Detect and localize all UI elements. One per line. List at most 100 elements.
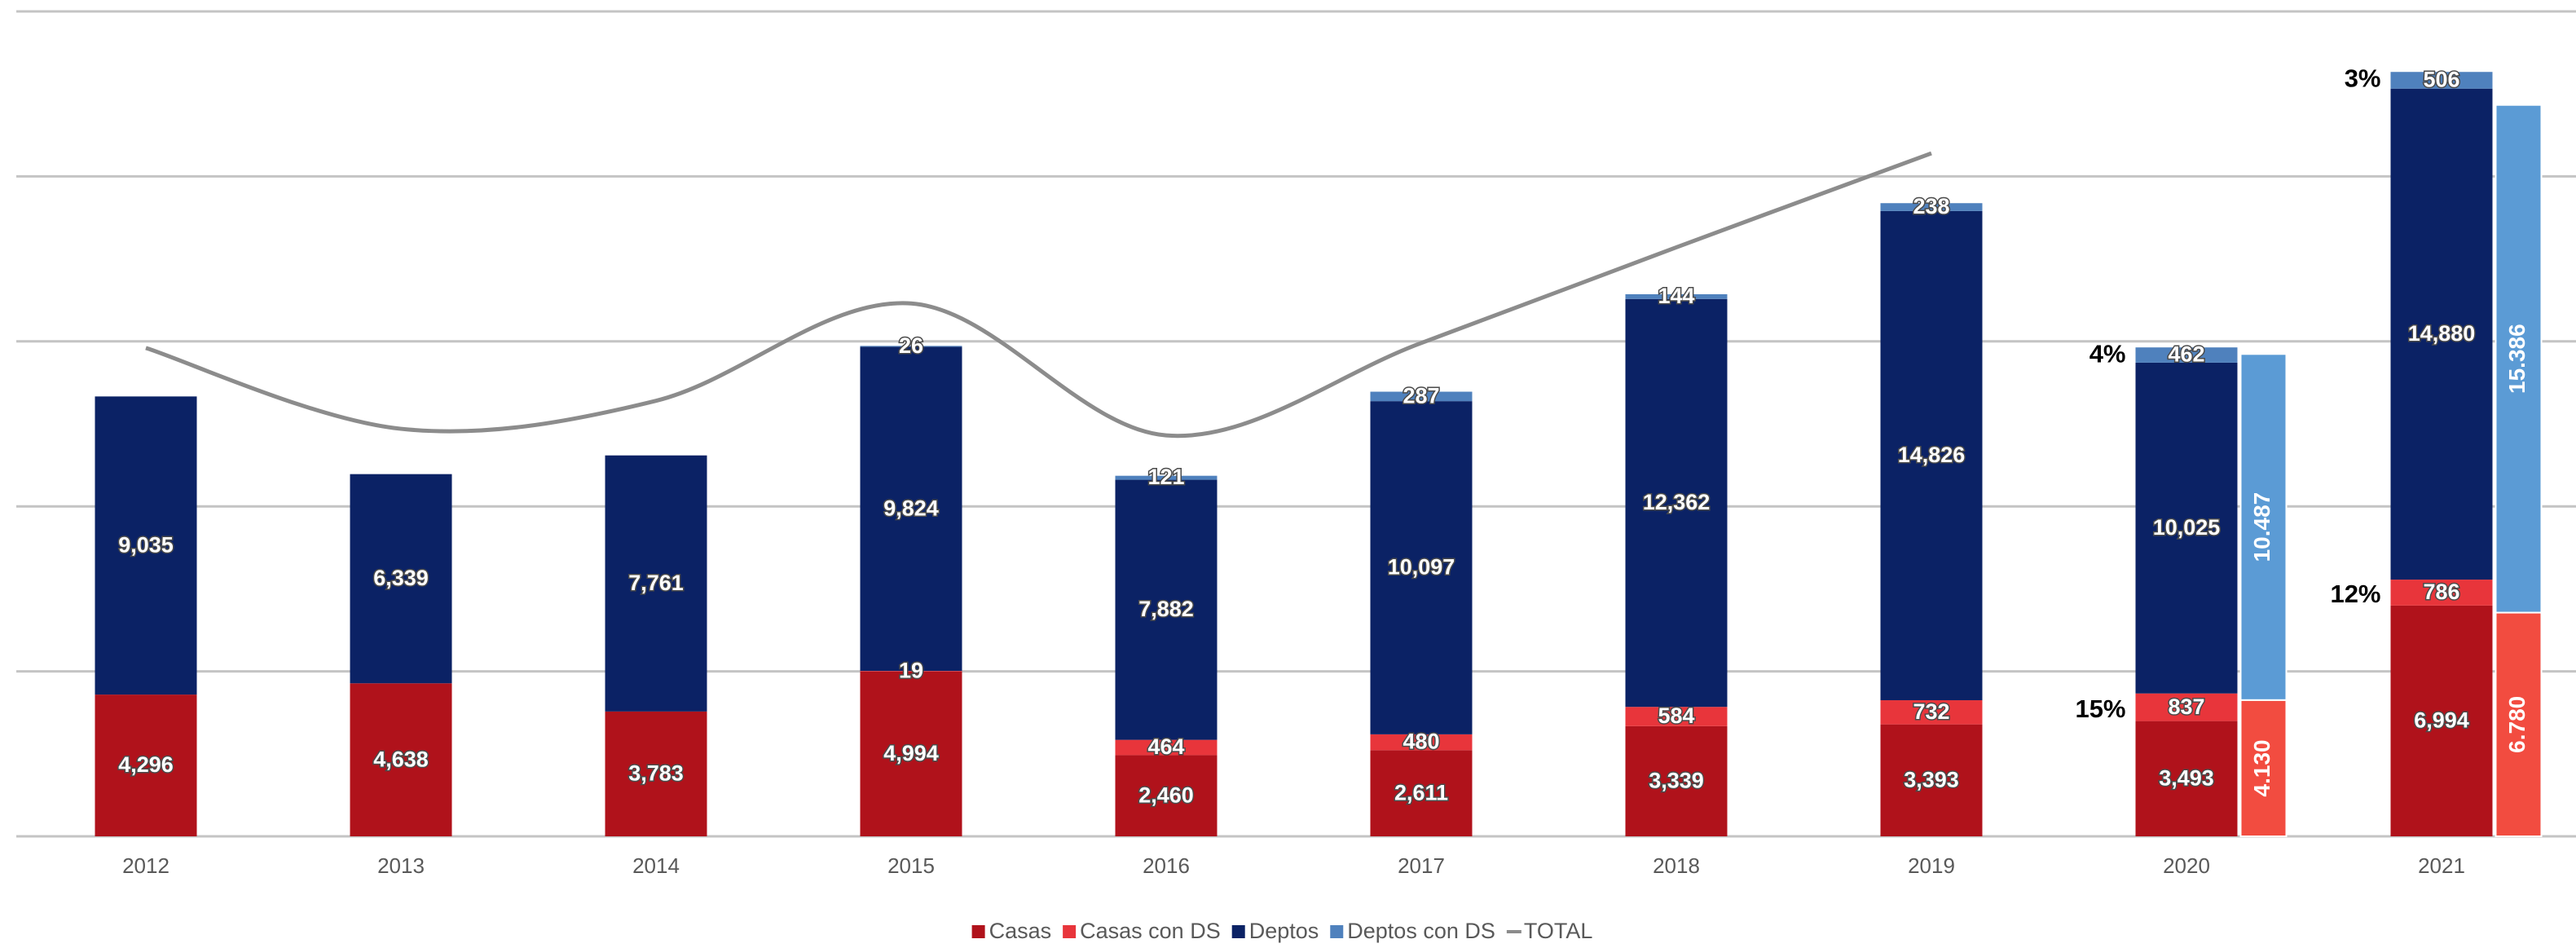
value-label: 4,638 bbox=[373, 747, 429, 771]
bar-segment bbox=[860, 671, 962, 836]
value-label: 26 bbox=[899, 333, 923, 358]
value-label: 2,611 bbox=[1394, 780, 1448, 805]
value-label: 6,994 bbox=[2414, 708, 2469, 733]
value-label: 464 bbox=[1147, 734, 1184, 759]
value-label: 238 bbox=[1913, 194, 1949, 218]
total-line bbox=[145, 151, 1932, 439]
legend-label: TOTAL bbox=[1524, 919, 1593, 943]
bar-segment bbox=[1880, 700, 1983, 725]
bar-segment bbox=[860, 671, 962, 672]
value-label: 6,339 bbox=[373, 566, 429, 590]
bar-segment bbox=[1370, 734, 1473, 751]
bar-segment bbox=[2390, 72, 2493, 89]
value-label: 506 bbox=[2423, 68, 2459, 92]
x-tick-label: 2015 bbox=[887, 853, 935, 878]
side-bar bbox=[2239, 699, 2288, 838]
bar-segment bbox=[2135, 347, 2238, 363]
value-label: 584 bbox=[1658, 703, 1694, 728]
value-label: 732 bbox=[1913, 699, 1949, 724]
value-label: 3,339 bbox=[1649, 769, 1704, 793]
bar-segment bbox=[1625, 707, 1728, 726]
value-label: 3,493 bbox=[2159, 765, 2214, 790]
value-label: 7,882 bbox=[1138, 597, 1194, 621]
x-tick-label: 2017 bbox=[1398, 853, 1445, 878]
bar-segment bbox=[2135, 693, 2238, 721]
legend-marker bbox=[971, 925, 985, 938]
x-tick-label: 2014 bbox=[632, 853, 680, 878]
value-label: 9,035 bbox=[118, 532, 174, 557]
value-label: 4,994 bbox=[883, 741, 939, 765]
bar-segment bbox=[1880, 724, 1983, 836]
bar-segment bbox=[2390, 580, 2493, 606]
share-label: 4% bbox=[2089, 339, 2126, 368]
share-label: 12% bbox=[2330, 580, 2380, 608]
bar-segment bbox=[2390, 88, 2493, 580]
value-label: 786 bbox=[2423, 580, 2459, 604]
bar-segment bbox=[605, 455, 707, 712]
x-tick-label: 2012 bbox=[122, 853, 170, 878]
bar-segment bbox=[1115, 755, 1218, 836]
share-label: 15% bbox=[2075, 694, 2125, 723]
value-label: 2,460 bbox=[1138, 783, 1194, 807]
value-label: 144 bbox=[1658, 284, 1694, 308]
bar-segment bbox=[350, 474, 452, 684]
legend-label: Deptos con DS bbox=[1347, 919, 1495, 943]
bar-segment bbox=[1625, 293, 1728, 299]
bar-segment bbox=[1625, 725, 1728, 836]
side-bar bbox=[2495, 104, 2543, 614]
value-label: 7,761 bbox=[628, 571, 684, 595]
bar-segment bbox=[1115, 739, 1218, 756]
value-label: 3,393 bbox=[1904, 767, 1959, 791]
value-label: 462 bbox=[2168, 342, 2204, 367]
share-label: 3% bbox=[2345, 64, 2381, 92]
side-bar-label: 6.780 bbox=[2504, 696, 2530, 753]
bar-segment bbox=[1115, 479, 1218, 740]
x-tick-label: 2013 bbox=[377, 853, 425, 878]
bar-segment bbox=[1625, 298, 1728, 708]
value-label: 121 bbox=[1147, 465, 1184, 489]
value-label: 9,824 bbox=[883, 496, 939, 520]
legend-marker bbox=[1063, 925, 1077, 938]
side-bar-label: 10.487 bbox=[2249, 492, 2274, 562]
bar-segment bbox=[2135, 721, 2238, 836]
value-label: 10,097 bbox=[1388, 555, 1455, 580]
side-bar bbox=[2239, 353, 2288, 701]
bar-segment bbox=[1880, 203, 1983, 211]
x-tick-label: 2021 bbox=[2418, 853, 2465, 878]
x-tick-label: 2020 bbox=[2163, 853, 2210, 878]
legend-label: Deptos bbox=[1249, 919, 1319, 943]
bar-segment bbox=[860, 346, 962, 672]
side-bar-label: 4.130 bbox=[2249, 739, 2274, 796]
bar-segment bbox=[350, 683, 452, 836]
bar-segment bbox=[2135, 362, 2238, 694]
bar-segment bbox=[1115, 475, 1218, 480]
side-bar-label: 15.386 bbox=[2504, 324, 2530, 394]
value-label: 3,783 bbox=[628, 761, 684, 786]
legend-label: Casas con DS bbox=[1080, 919, 1221, 943]
bar-segment bbox=[95, 396, 197, 695]
value-label: 287 bbox=[1402, 383, 1439, 408]
value-label: 10,025 bbox=[2153, 515, 2221, 540]
value-label: 4,296 bbox=[118, 752, 174, 777]
bar-segment bbox=[1370, 401, 1473, 734]
value-label: 14,826 bbox=[1898, 443, 1966, 467]
bar-segment bbox=[95, 694, 197, 836]
value-label: 837 bbox=[2168, 694, 2204, 719]
value-label: 12,362 bbox=[1643, 490, 1711, 514]
value-label: 480 bbox=[1402, 730, 1439, 754]
value-label: 14,880 bbox=[2408, 321, 2476, 346]
value-label: 19 bbox=[899, 659, 923, 683]
legend: Casas Casas con DS Deptos Deptos con DS TOTA… bbox=[971, 919, 1593, 943]
x-tick-label: 2018 bbox=[1653, 853, 1700, 878]
legend-marker bbox=[1231, 925, 1245, 938]
bar-segment bbox=[1880, 210, 1983, 701]
bar-segment bbox=[1370, 391, 1473, 402]
legend-label: Casas bbox=[989, 919, 1052, 943]
x-tick-label: 2019 bbox=[1908, 853, 1955, 878]
legend-marker bbox=[1330, 925, 1344, 938]
bar-segment bbox=[605, 711, 707, 836]
bar-segment bbox=[2390, 605, 2493, 836]
bar-segment bbox=[1370, 750, 1473, 836]
x-tick-label: 2016 bbox=[1143, 853, 1190, 878]
